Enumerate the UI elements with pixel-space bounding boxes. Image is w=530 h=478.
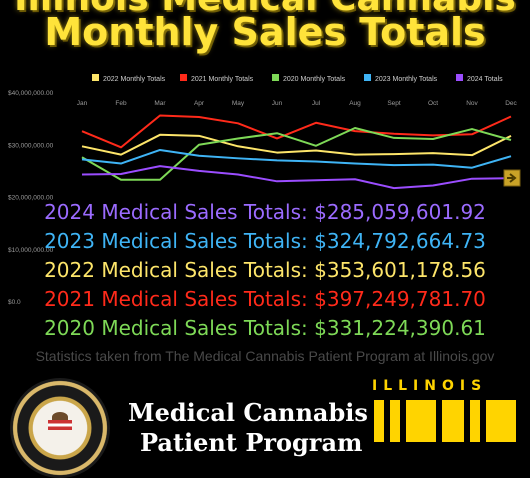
y-tick-label: $20,000,000.00	[8, 195, 54, 202]
legend-swatch	[180, 74, 187, 81]
scroll-arrow-icon[interactable]	[503, 169, 521, 187]
total-2021: 2021 Medical Sales Totals: $397,249,781.…	[44, 287, 486, 311]
series-line	[81, 114, 512, 149]
x-tick-label: May	[232, 100, 245, 107]
y-axis: $0.0 $10,000,000.00 $20,000,000.00 $30,000,…	[8, 90, 54, 306]
x-tick-label: Feb	[115, 100, 127, 107]
total-2024: 2024 Medical Sales Totals: $285,059,601.…	[44, 200, 486, 224]
total-2020: 2020 Medical Sales Totals: $331,224,390.…	[44, 316, 486, 340]
x-tick-label: Jul	[312, 100, 321, 107]
legend-swatch	[92, 74, 99, 81]
series-line	[81, 165, 512, 190]
total-2023: 2023 Medical Sales Totals: $324,792,664.…	[44, 229, 486, 253]
x-tick-label: Sept	[387, 100, 401, 107]
y-tick-label: $10,000,000.00	[8, 247, 54, 254]
x-tick-label: Oct	[428, 100, 438, 107]
illinois-logo: ILLINOIS	[372, 378, 530, 442]
legend-label: 2020 Monthly Totals	[283, 76, 346, 83]
legend-swatch	[272, 74, 279, 81]
total-2022: 2022 Medical Sales Totals: $353,601,178.…	[44, 258, 486, 282]
y-tick-label: $30,000,000.00	[8, 142, 54, 149]
source-note: Statistics taken from The Medical Cannab…	[35, 348, 495, 364]
x-tick-label: Mar	[154, 100, 166, 107]
series-line	[81, 148, 512, 169]
chart-series	[81, 114, 512, 190]
legend-label: 2023 Monthly Totals	[375, 76, 438, 83]
eagle-icon	[40, 408, 80, 448]
illinois-wordmark: ILLINOIS	[372, 378, 488, 394]
x-tick-label: Jan	[77, 100, 88, 107]
monthly-sales-chart: 2022 Monthly Totals 2021 Monthly Totals 20…	[8, 74, 521, 306]
series-line	[81, 127, 512, 181]
y-tick-label: $0.0	[8, 299, 21, 306]
page-title-line2: Monthly Sales Totals	[44, 10, 486, 54]
x-tick-label: Nov	[466, 100, 478, 107]
legend-label: 2022 Monthly Totals	[103, 76, 166, 83]
legend-label: 2024 Totals	[467, 76, 503, 83]
legend-swatch	[364, 74, 371, 81]
x-tick-label: Aug	[349, 100, 361, 107]
x-tick-label: Apr	[194, 100, 205, 107]
program-name-line2: Patient Program	[140, 428, 363, 457]
y-tick-label: $40,000,000.00	[8, 90, 54, 97]
legend-swatch	[456, 74, 463, 81]
state-seal-logo	[10, 378, 110, 478]
chart-legend: 2022 Monthly Totals 2021 Monthly Totals 20…	[92, 74, 503, 83]
x-tick-label: Dec	[505, 100, 517, 107]
page-title-line1: Illinois Medical Cannabis	[0, 0, 530, 19]
program-name-line1: Medical Cannabis	[128, 398, 368, 427]
series-line	[81, 133, 512, 157]
x-tick-label: Jun	[272, 100, 283, 107]
x-axis: Jan Feb Mar Apr May Jun Jul Aug Sept Oct Nov Dec	[77, 100, 518, 107]
legend-label: 2021 Monthly Totals	[191, 76, 254, 83]
